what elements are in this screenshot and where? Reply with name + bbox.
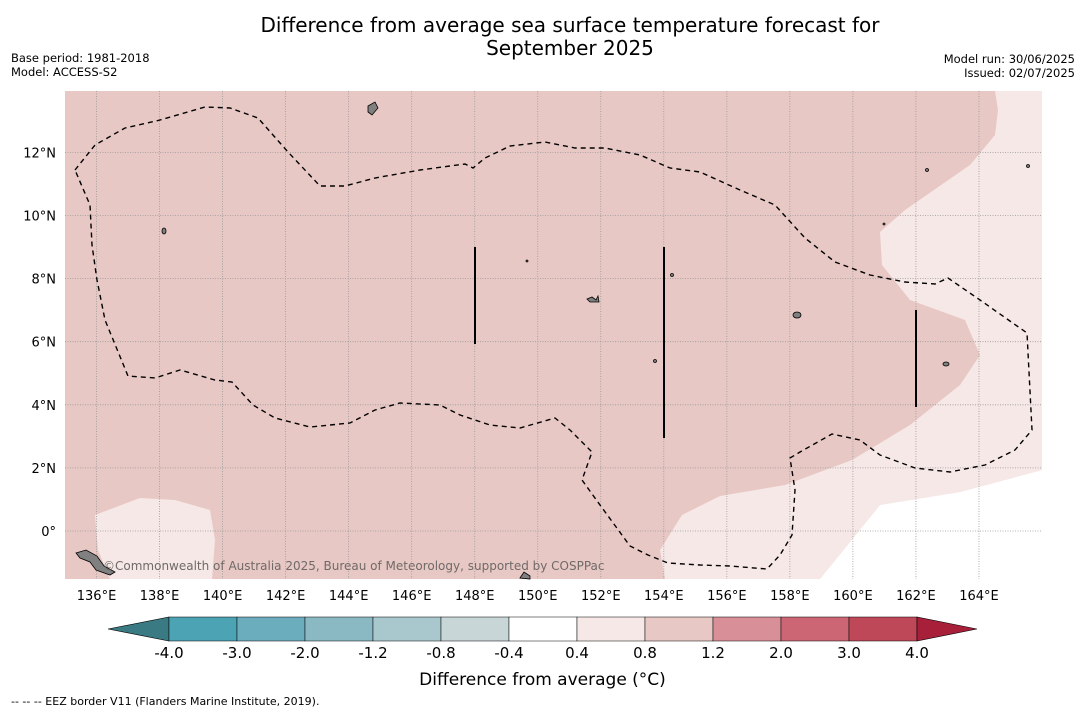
marker-lines [474, 247, 917, 438]
longitude-label: 158°E [770, 589, 810, 604]
longitude-label: 150°E [518, 589, 558, 604]
islet-6 [653, 359, 657, 363]
title-line-2: September 2025 [486, 36, 654, 60]
islet-3 [1026, 164, 1030, 168]
colorbar-tick-label: 4.0 [905, 644, 929, 662]
colorbar: -4.0 -3.0 -2.0 -1.2 -0.8 -0.4 0.4 0.8 1.2 2.0 3.0 4… [107, 616, 978, 662]
longitude-label: 162°E [896, 589, 936, 604]
islet-5 [882, 222, 886, 226]
longitude-label: 164°E [959, 589, 999, 604]
colorbar-segment [576, 616, 646, 642]
islet-2 [525, 259, 529, 263]
longitude-label: 156°E [707, 589, 747, 604]
colorbar-segment [440, 616, 510, 642]
island-chuuk [586, 294, 600, 303]
latitude-label: 2°N [32, 462, 57, 477]
title-line-1: Difference from average sea surface temp… [260, 13, 880, 37]
longitude-label: 144°E [329, 589, 369, 604]
latitude-label: 6°N [32, 336, 57, 351]
colorbar-segment [168, 616, 238, 642]
colorbar-tick-label: -0.8 [426, 644, 455, 662]
colorbar-label: Difference from average (°C) [419, 670, 666, 690]
colorbar-tick-label: 3.0 [837, 644, 861, 662]
colorbar-segment [848, 616, 918, 642]
colorbar-segment [508, 616, 578, 642]
colorbar-tick-label: -3.0 [222, 644, 251, 662]
colorbar-segment [712, 616, 782, 642]
land-features [75, 101, 1030, 580]
colorbar-tick-label: -0.4 [494, 644, 523, 662]
colorbar-tick-label: 1.2 [701, 644, 725, 662]
colorbar-tick-label: -4.0 [154, 644, 183, 662]
latitude-label: 4°N [32, 399, 57, 414]
meta-right: Model run: 30/06/2025 Issued: 02/07/2025 [944, 52, 1075, 80]
longitude-labels: 136°E 138°E 140°E 142°E 144°E 146°E 148°E 150°E… [77, 589, 999, 604]
island-palau [161, 227, 167, 235]
colorbar-tick-label: 2.0 [769, 644, 793, 662]
colorbar-segment [372, 616, 442, 642]
colorbar-tick-label: 0.8 [633, 644, 657, 662]
gridlines [65, 91, 1042, 579]
anomaly-band-0.4-0.8-east [660, 91, 1042, 579]
issued-date: Issued: 02/07/2025 [964, 66, 1075, 80]
colorbar-tick-label: -1.2 [358, 644, 387, 662]
latitude-labels: 12°N 10°N 8°N 6°N 4°N 2°N 0° [23, 146, 56, 540]
islet-4 [925, 168, 929, 172]
longitude-label: 136°E [77, 589, 117, 604]
island-pohnpei [792, 311, 802, 319]
island-guam [367, 101, 379, 116]
island-manus [519, 571, 531, 580]
model-run: Model run: 30/06/2025 [943, 52, 1075, 66]
colorbar-segment [236, 616, 306, 642]
longitude-label: 140°E [203, 589, 243, 604]
colorbar-segment [780, 616, 850, 642]
islet-1 [670, 273, 674, 277]
latitude-label: 8°N [32, 273, 57, 288]
colorbar-segment [304, 616, 374, 642]
colorbar-tick-label: -2.0 [290, 644, 319, 662]
island-kosrae [942, 361, 950, 367]
longitude-label: 152°E [581, 589, 621, 604]
colorbar-extend-high [916, 616, 978, 642]
colorbar-tick-label: 0.4 [565, 644, 589, 662]
anomaly-band-0.4-0.8-southwest [95, 498, 215, 579]
longitude-label: 138°E [140, 589, 180, 604]
longitude-label: 154°E [644, 589, 684, 604]
longitude-label: 142°E [266, 589, 306, 604]
base-period: Base period: 1981-2018 [11, 51, 150, 65]
anomaly-band-neutral [820, 470, 1042, 579]
island-new-guinea [75, 549, 116, 576]
longitude-label: 148°E [455, 589, 495, 604]
model-name: Model: ACCESS-S2 [11, 65, 118, 79]
copyright-text: ©Commonwealth of Australia 2025, Bureau … [103, 559, 605, 573]
longitude-label: 160°E [833, 589, 873, 604]
eez-footnote: -- -- -- EEZ border V11 (Flanders Marine… [11, 695, 320, 708]
map-title: Difference from average sea surface temp… [170, 14, 970, 60]
longitude-label: 146°E [392, 589, 432, 604]
latitude-label: 12°N [23, 146, 56, 161]
colorbar-segment [644, 616, 714, 642]
latitude-label: 10°N [23, 210, 56, 225]
latitude-label: 0° [41, 525, 56, 540]
colorbar-extend-low [107, 616, 170, 642]
meta-left: Base period: 1981-2018 Model: ACCESS-S2 [11, 51, 150, 79]
